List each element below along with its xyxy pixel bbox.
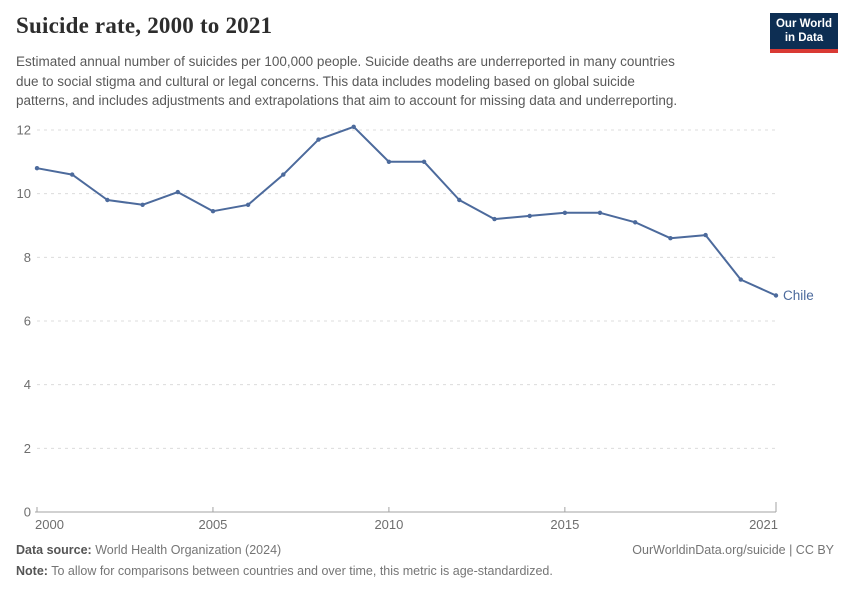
chart-subtitle: Estimated annual number of suicides per … (16, 52, 677, 111)
footnote-value: To allow for comparisons between countri… (47, 564, 553, 578)
y-tick-label: 2 (24, 441, 31, 456)
y-tick-label: 4 (24, 377, 31, 392)
data-source-label: Data source: (16, 543, 92, 557)
data-point (457, 197, 462, 203)
data-point (597, 210, 603, 215)
chart-footer: Data source: World Health Organization (… (16, 540, 834, 582)
x-tick-label: 2000 (35, 517, 64, 532)
data-point (703, 232, 708, 238)
data-point (351, 124, 356, 129)
data-point (70, 172, 75, 177)
data-source: Data source: World Health Organization (… (16, 540, 281, 561)
data-point (668, 236, 673, 241)
data-point (281, 172, 286, 177)
data-point (140, 202, 145, 207)
x-tick-label: 2015 (550, 517, 579, 532)
data-point (316, 137, 321, 142)
y-tick-label: 0 (24, 505, 31, 520)
footnote-label: Note: (16, 564, 48, 578)
data-point (633, 220, 638, 225)
page-title: Suicide rate, 2000 to 2021 (16, 13, 273, 38)
data-point (386, 159, 392, 164)
data-point (562, 210, 568, 215)
series-end-label: Chile (783, 288, 814, 303)
y-tick-label: 10 (17, 186, 31, 201)
owid-logo: Our World in Data (770, 13, 838, 53)
owid-logo-line2: in Data (784, 31, 824, 44)
data-point (210, 209, 216, 214)
data-source-value: World Health Organization (2024) (91, 543, 282, 557)
y-tick-label: 8 (24, 250, 31, 265)
subtitle-line: due to social stigma and cultural or leg… (16, 73, 635, 89)
data-point (34, 166, 40, 171)
y-tick-label: 12 (17, 123, 31, 138)
data-point (527, 213, 532, 219)
y-tick-label: 6 (24, 314, 31, 329)
series-line (36, 125, 777, 297)
attribution-link[interactable]: OurWorldinData.org/suicide | CC BY (632, 543, 834, 557)
subtitle-line: Estimated annual number of suicides per … (16, 54, 675, 69)
footnote: Note: To allow for comparisons between c… (16, 561, 834, 582)
data-point (175, 189, 180, 195)
owid-logo-line1: Our World (775, 18, 832, 30)
data-point (245, 202, 251, 207)
x-tick-label: 2021 (749, 517, 778, 532)
x-tick-label: 2005 (198, 517, 227, 532)
data-point (421, 159, 427, 164)
data-point (105, 197, 110, 203)
x-tick-label: 2010 (374, 517, 403, 532)
data-point (773, 293, 779, 298)
data-point (738, 277, 743, 282)
data-point (492, 216, 497, 222)
subtitle-line: patterns, and includes adjustments and e… (16, 93, 678, 108)
line-chart[interactable]: 0 2 4 6 8 10 12 2000 2005 2010 2015 2021 Chile (0, 0, 850, 540)
